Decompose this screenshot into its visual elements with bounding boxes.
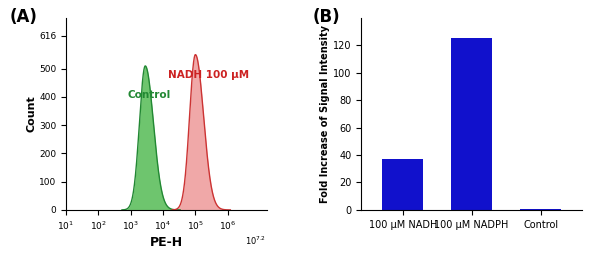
- X-axis label: PE-H: PE-H: [150, 236, 183, 249]
- Bar: [520, 209, 562, 210]
- Text: (B): (B): [313, 8, 340, 26]
- Y-axis label: Count: Count: [26, 95, 36, 132]
- Bar: [382, 159, 424, 210]
- Y-axis label: Fold Increase of Signal Intensity: Fold Increase of Signal Intensity: [320, 25, 331, 203]
- Text: (A): (A): [10, 8, 38, 26]
- Bar: [451, 38, 493, 210]
- Text: $10^{7.2}$: $10^{7.2}$: [245, 235, 266, 247]
- Text: Control: Control: [127, 90, 170, 100]
- Text: NADH 100 μM: NADH 100 μM: [168, 70, 249, 80]
